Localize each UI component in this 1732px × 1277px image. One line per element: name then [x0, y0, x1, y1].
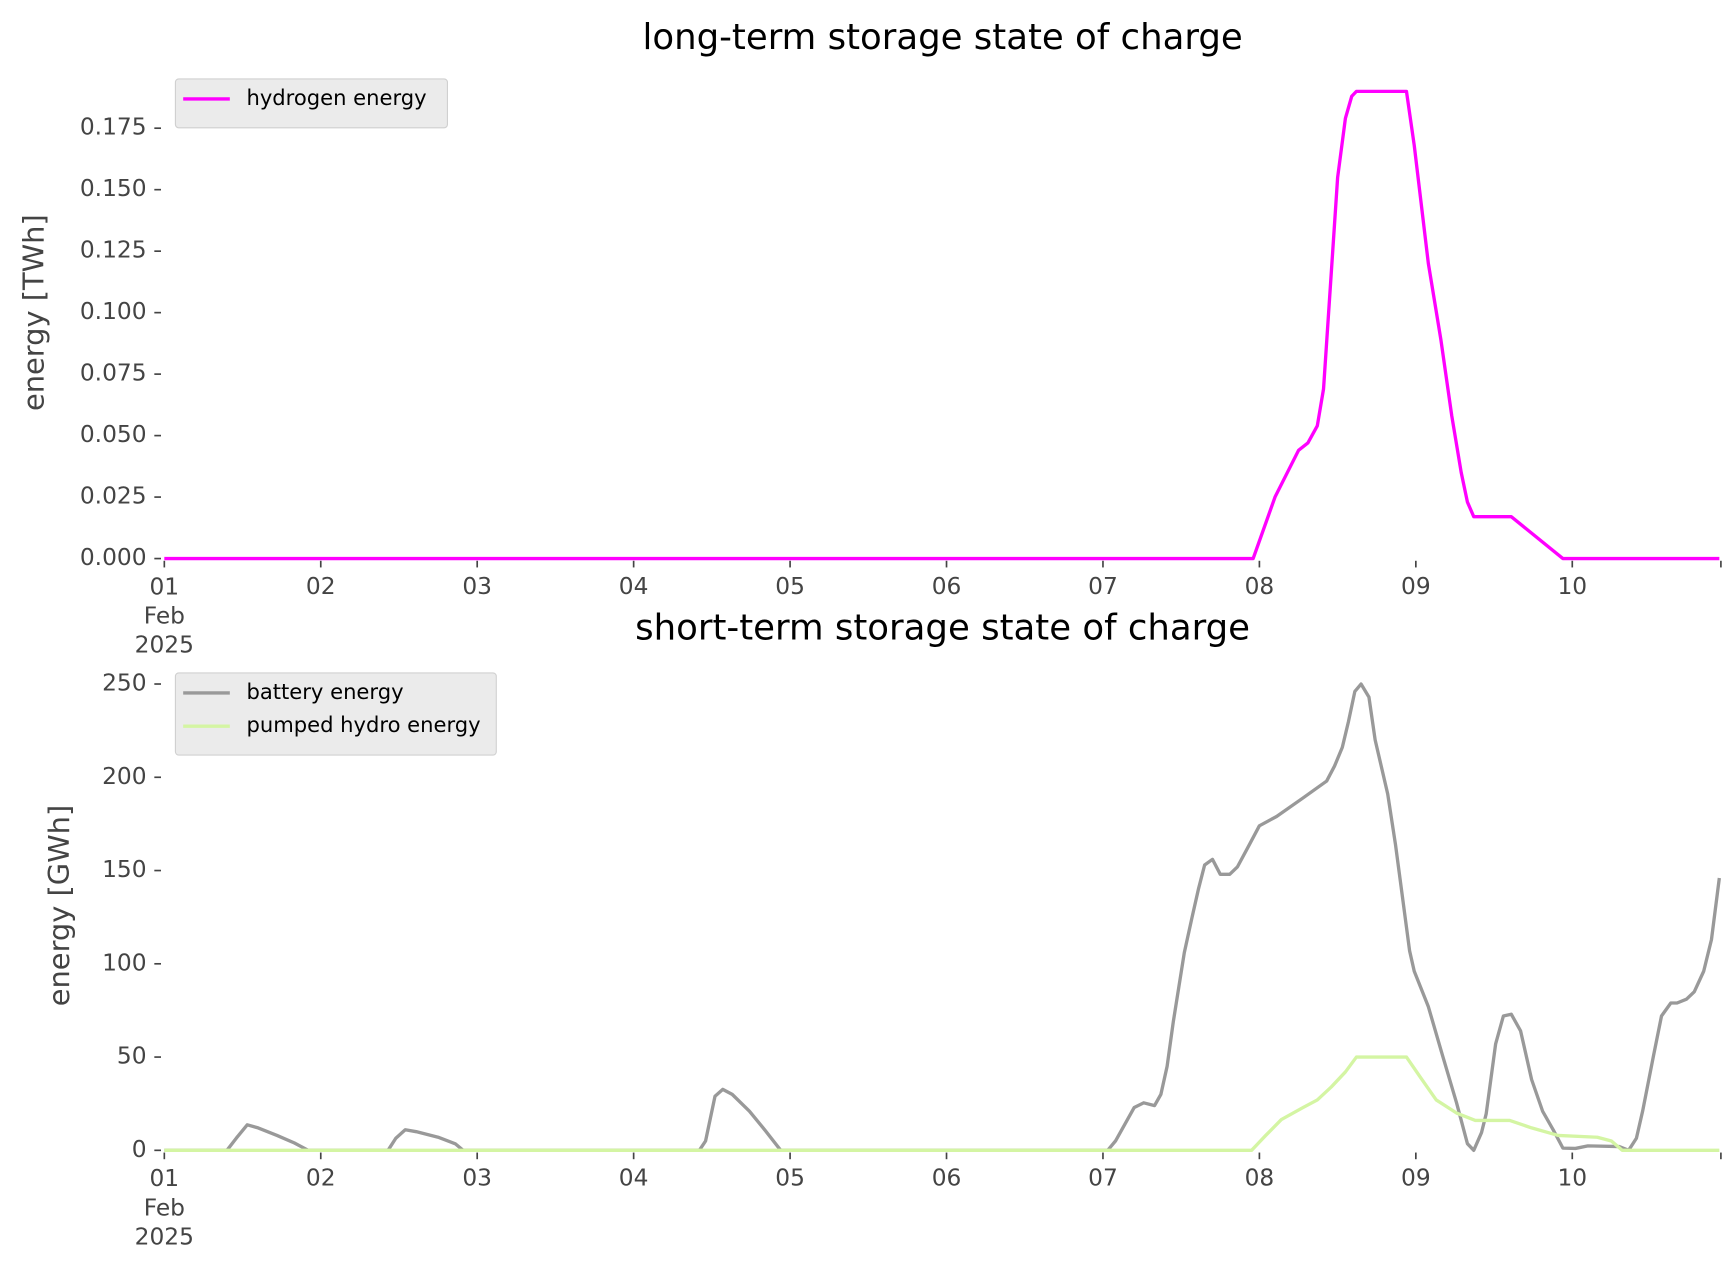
y-tick-label: 150: [102, 856, 146, 883]
y-tick-label: 0.075: [80, 360, 147, 387]
x-tick-label: 10: [1557, 573, 1587, 600]
legend-label: hydrogen energy: [246, 85, 426, 110]
x-tick-label: 01 Feb 2025: [135, 1165, 194, 1250]
x-tick-label: 09: [1401, 1165, 1431, 1192]
chart-title: long-term storage state of charge: [642, 17, 1242, 58]
x-tick-label: 04: [619, 573, 649, 600]
x-tick-label: 10: [1557, 1165, 1587, 1192]
y-tick-label: 200: [102, 763, 146, 790]
series-line: [164, 89, 1720, 561]
y-tick-label: 0.175: [80, 114, 147, 141]
x-tick-label: 08: [1245, 573, 1275, 600]
x-tick-label: 06: [932, 1165, 962, 1192]
x-tick-label: 05: [775, 573, 805, 600]
y-tick-label: 0.050: [80, 421, 147, 448]
chart-title: short-term storage state of charge: [635, 608, 1250, 649]
y-tick-label: 50: [117, 1043, 147, 1070]
x-tick-label: 03: [462, 573, 492, 600]
legend-box: [174, 672, 497, 756]
x-tick-label: 02: [306, 573, 336, 600]
x-tick-label: 08: [1245, 1165, 1275, 1192]
y-tick-label: 250: [102, 670, 146, 697]
y-tick-label: 0: [132, 1136, 147, 1163]
x-tick-label: 09: [1401, 573, 1431, 600]
x-tick-label: 05: [775, 1165, 805, 1192]
legend-label: battery energy: [246, 679, 403, 704]
legend-label: pumped hydro energy: [246, 712, 480, 737]
series-line: [164, 1055, 1720, 1152]
y-tick-label: 100: [102, 949, 146, 976]
x-tick-label: 07: [1088, 573, 1118, 600]
x-tick-label: 01 Feb 2025: [135, 573, 194, 658]
y-axis-label: energy [GWh]: [42, 805, 76, 1006]
y-axis-label: energy [TWh]: [17, 214, 51, 411]
legend-box: [174, 78, 448, 129]
x-tick-label: 07: [1088, 1165, 1118, 1192]
x-tick-label: 02: [306, 1165, 336, 1192]
x-tick-label: 03: [462, 1165, 492, 1192]
y-tick-label: 0.000: [80, 544, 147, 571]
y-tick-label: 0.100: [80, 298, 147, 325]
y-tick-label: 0.125: [80, 237, 147, 264]
y-tick-label: 0.025: [80, 483, 147, 510]
x-tick-label: 06: [932, 573, 962, 600]
x-tick-label: 04: [619, 1165, 649, 1192]
y-tick-label: 0.150: [80, 175, 147, 202]
